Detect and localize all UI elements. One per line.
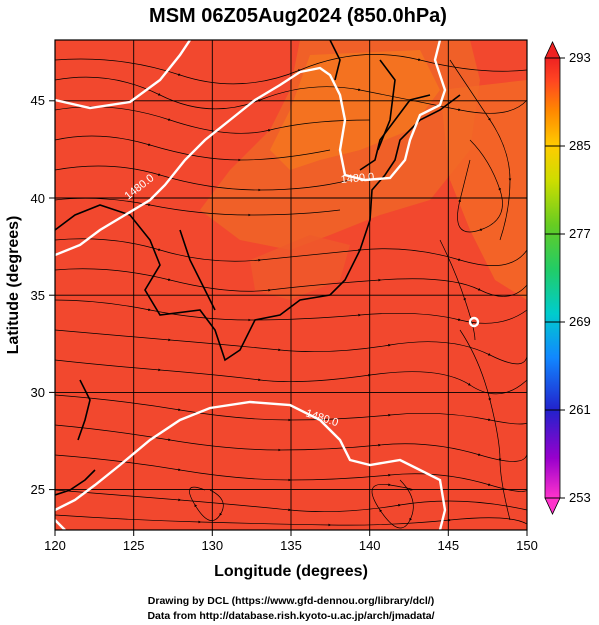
- colorbar-tick-label: 253: [569, 490, 591, 505]
- x-tick-label: 125: [123, 538, 145, 553]
- x-tick-label: 140: [359, 538, 381, 553]
- y-axis: [49, 100, 55, 491]
- colorbar-tick-label: 261: [569, 402, 591, 417]
- y-axis-label: Latitude (degrees): [5, 216, 22, 355]
- x-axis: [54, 530, 528, 536]
- credit-data: Data from http://database.rish.kyoto-u.a…: [147, 610, 434, 622]
- y-tick-label: 30: [31, 385, 45, 400]
- x-tick-label: 120: [44, 538, 66, 553]
- x-tick-label: 130: [201, 538, 223, 553]
- y-tick-label: 40: [31, 191, 45, 206]
- chart-title: MSM 06Z05Aug2024 (850.0hPa): [149, 5, 447, 27]
- y-tick-label: 35: [31, 288, 45, 303]
- x-tick-label: 135: [280, 538, 302, 553]
- x-axis-label: Longitude (degrees): [214, 563, 368, 580]
- colorbar-tick-label: 269: [569, 314, 591, 329]
- x-tick-label: 150: [516, 538, 538, 553]
- x-tick-label: 145: [437, 538, 459, 553]
- plot-area: 1480.0 1480.0 1480.0: [55, 40, 527, 530]
- credit-drawing: Drawing by DCL (https://www.gfd-dennou.o…: [148, 595, 434, 607]
- colorbar-tick-label: 293: [569, 50, 591, 65]
- colorbar-gradient: [544, 57, 561, 499]
- colorbar-tick-label: 285: [569, 138, 591, 153]
- colorbar: [544, 41, 565, 515]
- contour-label-north: 1480.0: [340, 171, 375, 186]
- colorbar-bottom-arrow: [544, 497, 561, 515]
- y-tick-label: 25: [31, 482, 45, 497]
- y-tick-label: 45: [31, 93, 45, 108]
- colorbar-top-arrow: [544, 41, 561, 59]
- contour-1480: [55, 40, 480, 530]
- colorbar-tick-label: 277: [569, 226, 591, 241]
